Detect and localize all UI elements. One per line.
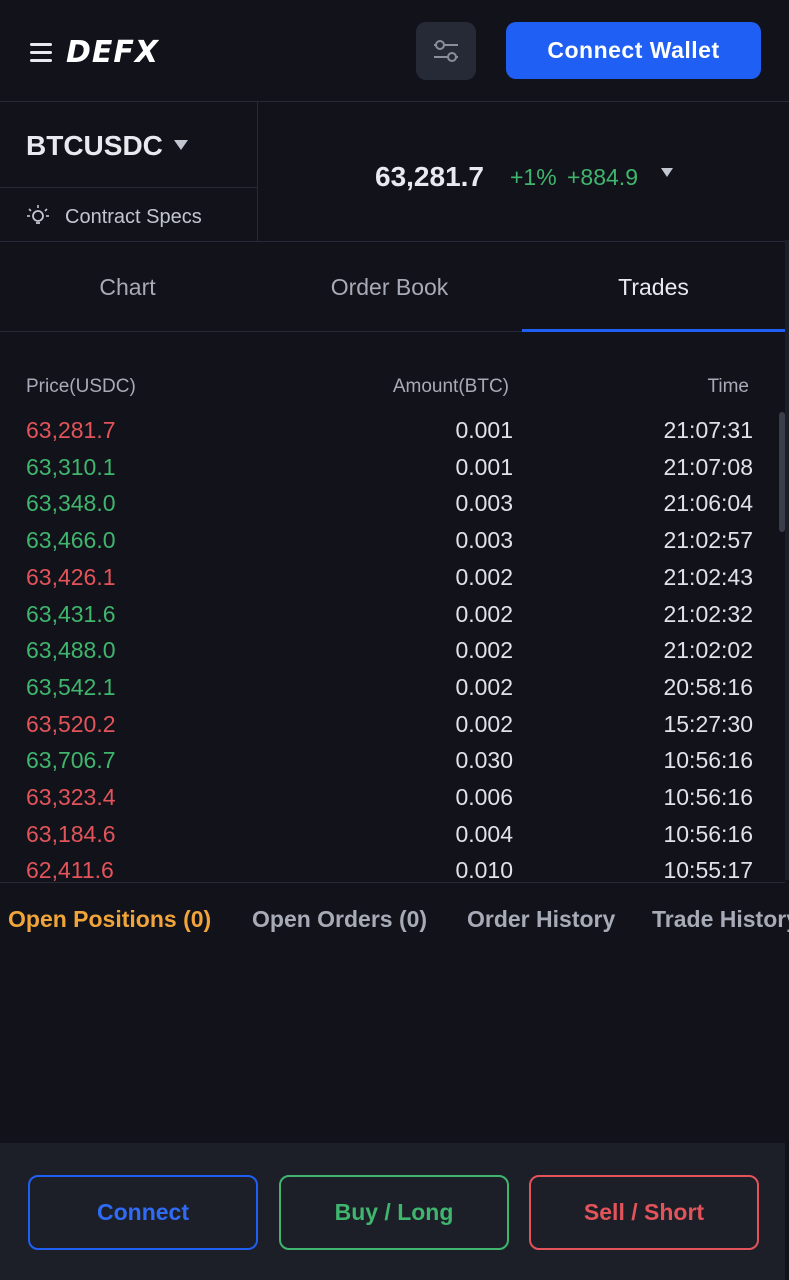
trade-price: 63,466.0	[26, 527, 116, 554]
trade-price: 63,520.2	[26, 710, 116, 737]
trade-row: 63,323.4 0.006 10:56:16	[0, 780, 785, 816]
tab-open-orders[interactable]: Open Orders (0)	[252, 906, 428, 932]
trade-row: 63,431.6 0.002 21:02:32	[0, 597, 785, 633]
trade-amount: 0.003	[455, 490, 513, 517]
trades-scrollbar-thumb[interactable]	[779, 412, 785, 532]
column-header-time: Time	[707, 376, 749, 397]
trade-price: 63,706.7	[26, 747, 116, 774]
tab-chart[interactable]: Chart	[99, 273, 156, 300]
connect-wallet-button[interactable]: Connect Wallet	[506, 22, 761, 79]
trade-amount: 0.002	[455, 710, 513, 737]
trade-price: 62,411.6	[26, 857, 114, 884]
price-change-absolute: +884.9	[567, 164, 638, 190]
trade-time: 10:56:16	[663, 784, 753, 810]
tab-order-history[interactable]: Order History	[467, 906, 616, 932]
caret-down-icon[interactable]	[661, 168, 673, 177]
trade-row: 63,542.1 0.002 20:58:16	[0, 670, 785, 706]
trade-amount: 0.001	[455, 453, 513, 480]
trade-row: 63,520.2 0.002 15:27:30	[0, 707, 785, 743]
trade-time: 21:02:57	[663, 527, 753, 554]
trade-amount: 0.030	[455, 747, 513, 774]
connect-button[interactable]: Connect	[28, 1175, 258, 1250]
tab-trades[interactable]: Trades	[618, 273, 689, 300]
market-summary: BTCUSDC Contract Specs 63,281.7 +1% +884…	[0, 102, 789, 242]
trade-row: 63,426.1 0.002 21:02:43	[0, 560, 785, 596]
account-tabs: Open Positions (0) Open Orders (0) Order…	[0, 900, 789, 944]
trade-row: 63,706.7 0.030 10:56:16	[0, 743, 785, 779]
trade-row: 62,411.6 0.010 10:55:17	[0, 853, 785, 889]
logo[interactable]: DEFX	[66, 35, 160, 70]
tab-open-positions[interactable]: Open Positions (0)	[8, 906, 212, 932]
trade-price: 63,426.1	[26, 563, 116, 590]
sell-short-button[interactable]: Sell / Short	[529, 1175, 759, 1250]
trade-time: 21:02:02	[663, 637, 753, 664]
trade-amount: 0.002	[455, 637, 513, 664]
trade-time: 21:07:31	[663, 417, 753, 443]
trades-table: Price(USDC) Amount(BTC) Time 63,281.7 0.0…	[0, 332, 785, 883]
trade-time: 21:02:43	[663, 563, 753, 590]
price-change-percent: +1%	[510, 164, 557, 190]
column-header-amount: Amount(BTC)	[392, 376, 509, 397]
trade-time: 10:56:16	[663, 747, 753, 774]
column-header-price: Price(USDC)	[26, 376, 136, 397]
trade-price: 63,542.1	[26, 673, 116, 700]
trade-row: 63,348.0 0.003 21:06:04	[0, 486, 785, 522]
trade-price: 63,348.0	[26, 490, 116, 517]
settings-sliders-button[interactable]	[416, 22, 476, 80]
trade-amount: 0.010	[455, 857, 513, 884]
trade-row: 63,184.6 0.004 10:56:16	[0, 817, 785, 853]
trade-price: 63,323.4	[26, 784, 116, 810]
active-tab-indicator	[522, 329, 785, 332]
top-header: DEFX Connect Wallet	[0, 0, 789, 102]
contract-specs-label: Contract Specs	[65, 206, 202, 228]
trade-amount: 0.002	[455, 563, 513, 590]
menu-icon[interactable]	[30, 43, 52, 63]
trade-time: 21:07:08	[663, 453, 753, 480]
trade-time: 20:58:16	[663, 673, 753, 700]
scrollbar-track[interactable]	[785, 240, 789, 880]
trade-time: 15:27:30	[663, 710, 753, 737]
trade-price: 63,184.6	[26, 820, 116, 847]
trade-time: 21:02:32	[663, 600, 753, 627]
lightbulb-icon	[27, 205, 49, 224]
caret-down-icon	[174, 140, 188, 150]
trade-row: 63,488.0 0.002 21:02:02	[0, 633, 785, 669]
trade-amount: 0.004	[455, 820, 513, 847]
trade-row: 63,310.1 0.001 21:07:08	[0, 450, 785, 486]
tab-order-book[interactable]: Order Book	[330, 273, 449, 300]
symbol-label: BTCUSDC	[26, 130, 163, 161]
market-selector-panel: BTCUSDC	[0, 102, 258, 242]
trade-amount: 0.001	[455, 417, 513, 443]
trade-amount: 0.006	[455, 784, 513, 810]
trade-amount: 0.002	[455, 600, 513, 627]
sliders-icon	[434, 40, 458, 62]
trade-price: 63,310.1	[26, 453, 116, 480]
trade-row: 63,281.7 0.001 21:07:31	[0, 413, 785, 449]
buy-long-button[interactable]: Buy / Long	[279, 1175, 509, 1250]
trade-price: 63,431.6	[26, 600, 116, 627]
tab-trade-history[interactable]: Trade History	[652, 906, 789, 932]
trade-time: 10:55:17	[663, 857, 753, 884]
market-tabs: Chart Order Book Trades	[0, 242, 785, 332]
symbol-selector[interactable]: BTCUSDC	[0, 102, 258, 188]
trade-time: 10:56:16	[663, 820, 753, 847]
trade-actions-bar: Connect Buy / Long Sell / Short	[0, 1143, 785, 1280]
trade-price: 63,488.0	[26, 637, 116, 664]
trade-amount: 0.003	[455, 527, 513, 554]
trade-price: 63,281.7	[26, 417, 116, 443]
trade-time: 21:06:04	[663, 490, 753, 517]
divider	[0, 882, 785, 883]
trade-amount: 0.002	[455, 673, 513, 700]
trade-row: 63,466.0 0.003 21:02:57	[0, 523, 785, 559]
last-price: 63,281.7	[375, 161, 484, 192]
